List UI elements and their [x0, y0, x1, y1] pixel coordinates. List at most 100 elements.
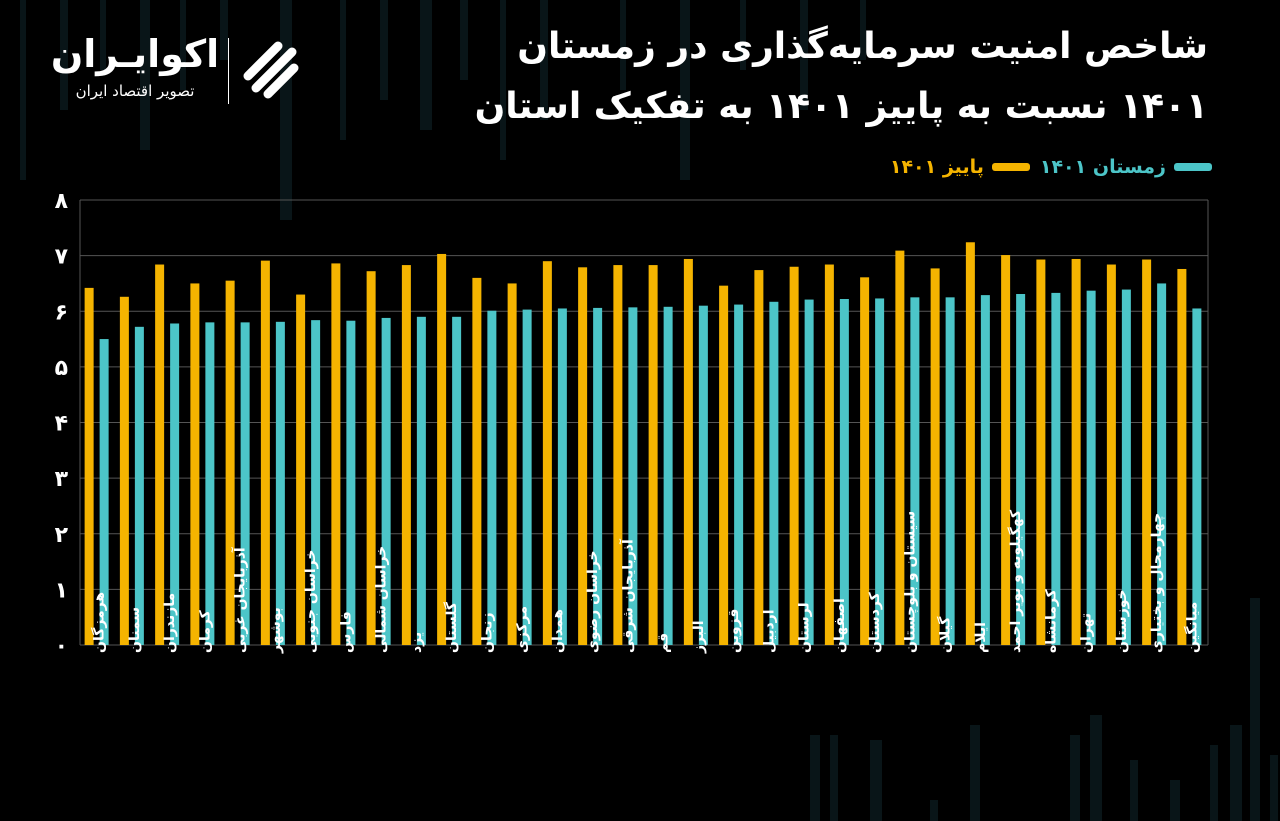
- bar-winter: [980, 295, 990, 645]
- x-tick-label: همدان: [550, 609, 566, 653]
- bar-autumn: [366, 271, 376, 645]
- background-bar: [220, 0, 228, 60]
- x-tick-label: یزد: [409, 632, 425, 653]
- x-tick-label: کرمان: [197, 609, 213, 653]
- bar-autumn: [1177, 268, 1187, 645]
- background-bar: [100, 0, 106, 70]
- bar-winter: [1016, 294, 1026, 645]
- x-tick-label: خراسان جنوبی: [303, 550, 319, 653]
- bar-winter: [311, 320, 321, 645]
- bar-autumn: [437, 253, 447, 646]
- bar-autumn: [683, 258, 693, 645]
- bar-autumn: [1142, 259, 1152, 645]
- legend-item-autumn: پاییز ۱۴۰۱: [890, 156, 1030, 178]
- chart-legend: زمستان ۱۴۰۱ پاییز ۱۴۰۱: [890, 156, 1212, 178]
- background-bar: [380, 0, 388, 100]
- x-tick-label: خوزستان: [1114, 589, 1130, 653]
- bar-autumn: [225, 280, 235, 645]
- x-tick-label: بوشهر: [268, 607, 284, 654]
- bar-autumn: [84, 287, 94, 645]
- background-bar: [340, 0, 346, 140]
- background-bar: [810, 735, 820, 821]
- background-bar: [420, 0, 432, 130]
- x-tick-label: کردستان: [867, 591, 883, 653]
- bar-autumn: [1036, 259, 1046, 645]
- x-tick-label: قزوین: [726, 609, 742, 653]
- bar-autumn: [401, 265, 411, 645]
- bar-autumn: [578, 267, 588, 645]
- y-tick-label: ۱: [55, 578, 68, 603]
- ecoiran-logo-icon: [243, 41, 299, 99]
- legend-swatch-autumn: [991, 163, 1030, 171]
- bar-winter: [487, 310, 497, 645]
- chart-title-line1: شاخص امنیت سرمایه‌گذاری در زمستان: [517, 26, 1208, 67]
- x-tick-label: فارس: [338, 611, 354, 653]
- y-tick-label: ۰: [55, 634, 68, 659]
- bar-winter: [240, 322, 250, 645]
- background-bar: [1270, 755, 1278, 821]
- bar-autumn: [860, 277, 870, 645]
- x-tick-label: میانگین: [1183, 602, 1200, 653]
- bar-autumn: [1106, 264, 1116, 645]
- bar-winter: [734, 304, 744, 645]
- logo-divider: [228, 38, 229, 104]
- bar-autumn: [542, 261, 552, 645]
- bar-winter: [1086, 290, 1096, 645]
- bar-winter: [170, 323, 180, 645]
- background-bar: [540, 0, 548, 120]
- bar-winter: [698, 305, 708, 645]
- x-tick-label: گیلان: [937, 616, 954, 653]
- y-tick-label: ۶: [55, 300, 68, 325]
- background-bar: [1090, 715, 1102, 821]
- bar-winter: [1121, 289, 1131, 645]
- y-tick-label: ۵: [55, 356, 68, 381]
- background-bar: [1210, 745, 1218, 821]
- bar-winter: [945, 297, 955, 645]
- bar-autumn: [824, 264, 834, 645]
- bar-winter: [910, 297, 920, 645]
- bar-winter: [522, 309, 532, 645]
- x-tick-label: اردبیل: [761, 609, 777, 653]
- bar-winter: [346, 320, 356, 645]
- y-tick-label: ۲: [55, 523, 69, 548]
- x-tick-label: البرز: [691, 620, 707, 654]
- background-bar: [930, 800, 938, 821]
- x-tick-label: خراسان شمالی: [374, 546, 390, 653]
- bar-winter: [875, 298, 885, 645]
- bar-autumn: [789, 266, 799, 645]
- chart-title-line2: ۱۴۰۱ نسبت به پاییز ۱۴۰۱ به تفکیک استان: [474, 86, 1208, 127]
- x-tick-label: کهگیلویه و بویر احمد: [1007, 509, 1024, 653]
- y-tick-label: ۴: [55, 412, 68, 437]
- background-bar: [740, 0, 746, 70]
- bar-chart: ۰ ۱ ۲ ۳ ۴ ۵ ۶ ۷ ۸ هرمزگان سمنان مازندران کرمان آذربای…: [55, 189, 1209, 659]
- bar-autumn: [613, 265, 623, 645]
- bar-winter: [557, 308, 567, 645]
- background-bar: [1070, 735, 1080, 821]
- x-tick-label: سمنان: [127, 607, 143, 653]
- background-bar: [680, 0, 690, 180]
- y-tick-label: ۳: [55, 467, 69, 492]
- bar-autumn: [1071, 258, 1081, 645]
- background-bar: [180, 0, 186, 90]
- bar-autumn: [472, 277, 482, 645]
- bar-autumn: [507, 283, 517, 645]
- logo: اکوایـران تصویر اقتصاد ایران: [50, 30, 320, 110]
- x-tick-label: مرکزی: [515, 606, 531, 653]
- bar-autumn: [331, 263, 341, 645]
- x-tick-label: کرمانشاه: [1043, 588, 1059, 653]
- bar-winter: [804, 299, 814, 645]
- bar-autumn: [930, 268, 940, 645]
- x-tick-label: گلستان: [443, 601, 460, 653]
- bar-winter: [593, 307, 603, 645]
- background-bar: [1250, 598, 1260, 821]
- bar-autumn: [1001, 255, 1011, 645]
- legend-label-autumn: پاییز ۱۴۰۱: [889, 156, 984, 178]
- background-bar: [500, 0, 506, 160]
- logo-name: اکوایـران: [50, 32, 220, 76]
- legend-item-winter: زمستان ۱۴۰۱: [1040, 156, 1212, 178]
- bar-winter: [769, 301, 779, 645]
- background-bar: [970, 725, 980, 821]
- bar-winter: [99, 339, 109, 645]
- x-tick-label: لرستان: [797, 602, 813, 653]
